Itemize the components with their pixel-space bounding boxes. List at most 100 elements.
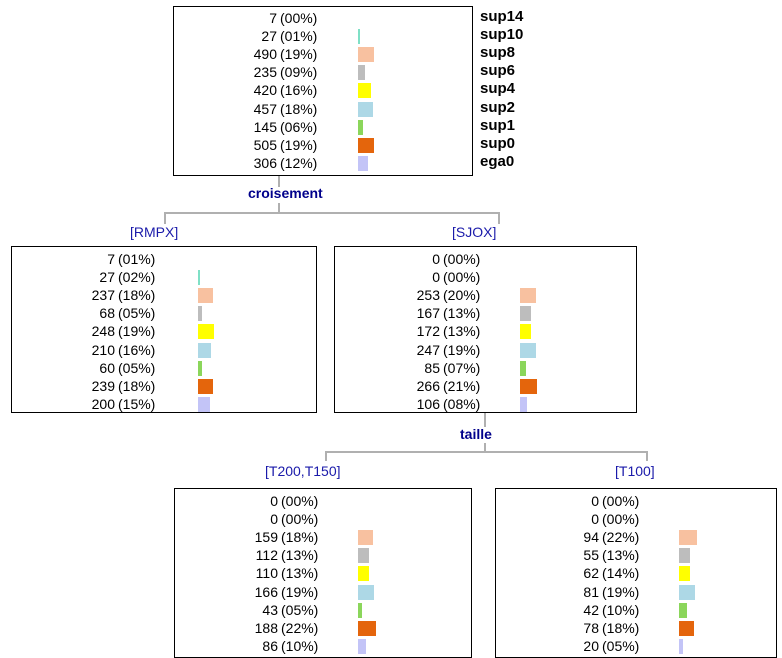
class-label-sup10: sup10	[480, 26, 524, 44]
node-row-sup8: 253 (20%)	[335, 286, 636, 304]
node-row-sup14: 0 (00%)	[335, 250, 636, 268]
node-row-sup10: 0 (00%)	[496, 510, 776, 528]
row-count: 239	[91, 377, 115, 394]
class-label-sup8: sup8	[480, 44, 516, 62]
row-percent: (07%)	[443, 359, 481, 376]
row-count: 78	[583, 619, 599, 636]
share-bar-ega0	[358, 155, 368, 171]
node-row-sup4: 172 (13%)	[335, 322, 636, 340]
row-percent: (06%)	[280, 118, 318, 135]
row-count: 85	[424, 359, 440, 376]
connector-root-split-down	[278, 203, 280, 213]
row-percent: (13%)	[281, 547, 319, 564]
node-row-sup0: 266 (21%)	[335, 377, 636, 395]
class-label-sup1: sup1	[480, 116, 516, 134]
connector-root-horizontal	[164, 212, 500, 214]
share-bar-sup1	[679, 602, 687, 618]
node-row-ega0: 86 (10%)	[175, 637, 471, 655]
share-bar-sup0	[679, 620, 694, 636]
share-bar-ega0	[198, 396, 210, 412]
row-count: 247	[416, 341, 440, 358]
row-count: 166	[254, 583, 278, 600]
node-row-sup6: 55 (13%)	[496, 546, 776, 564]
row-percent: (00%)	[281, 493, 319, 509]
row-percent: (00%)	[602, 493, 640, 509]
connector-sjox-split-down	[484, 443, 486, 452]
row-count: 0	[270, 493, 278, 509]
node-row-sup8: 159 (18%)	[175, 528, 471, 546]
row-percent: (20%)	[443, 287, 481, 304]
row-count: 266	[416, 377, 440, 394]
share-bar-sup4	[679, 566, 690, 582]
row-count: 490	[253, 46, 277, 63]
node-row-sup0: 78 (18%)	[496, 619, 776, 637]
node-row-sup14: 0 (00%)	[175, 492, 471, 510]
share-bar-sup1	[358, 119, 363, 135]
share-bar-sup10	[358, 29, 360, 45]
class-label-ega0: ega0	[480, 152, 515, 170]
row-percent: (18%)	[118, 287, 156, 304]
node-row-sup14: 7 (00%)	[174, 9, 472, 27]
node-row-sup10: 0 (00%)	[175, 510, 471, 528]
node-row-sup2: 457 (18%)	[174, 100, 472, 118]
node-row-sup2: 81 (19%)	[496, 583, 776, 601]
share-bar-sup0	[358, 620, 376, 636]
node-row-sup2: 210 (16%)	[12, 341, 316, 359]
tree-node-sjox[interactable]: 0 (00%) 0 (00%) 253 (20%) 167 (13%) 172 (13%) 247(…	[334, 246, 637, 413]
row-percent: (00%)	[281, 511, 319, 528]
node-row-sup8: 490 (19%)	[174, 45, 472, 63]
node-row-sup4: 248 (19%)	[12, 322, 316, 340]
node-row-sup8: 94 (22%)	[496, 528, 776, 546]
share-bar-sup6	[520, 306, 531, 322]
row-percent: (19%)	[280, 46, 318, 63]
share-bar-sup0	[520, 378, 537, 394]
row-count: 188	[254, 619, 278, 636]
share-bar-sup2	[520, 342, 536, 358]
node-row-sup2: 247 (19%)	[335, 341, 636, 359]
share-bar-sup2	[679, 584, 695, 600]
row-percent: (00%)	[443, 269, 481, 286]
node-row-ega0: 20 (05%)	[496, 637, 776, 655]
split-label-taille: taille	[460, 426, 492, 442]
row-percent: (16%)	[118, 341, 156, 358]
row-count: 7	[107, 251, 115, 267]
node-row-sup1: 145 (06%)	[174, 118, 472, 136]
row-count: 94	[583, 529, 599, 546]
row-count: 20	[583, 637, 599, 654]
class-label-sup4: sup4	[480, 80, 516, 98]
node-row-sup1: 60 (05%)	[12, 359, 316, 377]
node-row-sup14: 0 (00%)	[496, 492, 776, 510]
tree-node-t100[interactable]: 0 (00%) 0 (00%) 94 (22%) 55 (13%) 62 (14%) 81 (19%)…	[495, 488, 777, 658]
node-row-sup0: 239 (18%)	[12, 377, 316, 395]
connector-t200-down	[325, 451, 327, 461]
share-bar-sup4	[520, 324, 531, 340]
share-bar-sup8	[679, 530, 697, 546]
node-row-sup10: 27 (02%)	[12, 268, 316, 286]
tree-node-rmpx[interactable]: 7 (01%) 27 (02%) 237 (18%) 68 (05%) 248 (19%) 210(…	[11, 246, 317, 413]
node-row-sup10: 27 (01%)	[174, 27, 472, 45]
row-percent: (01%)	[280, 28, 318, 45]
share-bar-ega0	[679, 638, 683, 654]
row-count: 210	[91, 341, 115, 358]
row-percent: (19%)	[118, 323, 156, 340]
share-bar-sup8	[198, 288, 213, 304]
row-count: 62	[583, 565, 599, 582]
node-row-sup14: 7 (01%)	[12, 250, 316, 268]
node-row-sup4: 420 (16%)	[174, 81, 472, 99]
connector-sjox-horizontal	[325, 451, 648, 453]
share-bar-sup14	[198, 252, 200, 267]
row-percent: (19%)	[280, 136, 318, 153]
share-bar-sup2	[358, 584, 374, 600]
row-count: 200	[91, 395, 115, 412]
row-percent: (21%)	[443, 377, 481, 394]
row-count: 0	[591, 493, 599, 509]
share-bar-sup10	[198, 270, 200, 286]
tree-node-t200-t150[interactable]: 0 (00%) 0 (00%) 159 (18%) 112 (13%) 110 (13%) 166(…	[174, 488, 472, 658]
row-count: 68	[99, 305, 115, 322]
share-bar-sup8	[358, 47, 374, 63]
row-count: 42	[583, 601, 599, 618]
tree-node-root[interactable]: 7 (00%) 27 (01%) 490 (19%) 235 (09%) 420 (16%) 457…	[173, 6, 473, 176]
row-percent: (19%)	[443, 341, 481, 358]
share-bar-sup0	[198, 378, 213, 394]
connector-root-down	[278, 175, 280, 187]
